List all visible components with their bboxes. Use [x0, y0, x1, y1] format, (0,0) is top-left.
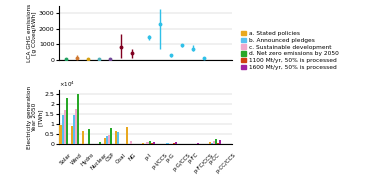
- Text: p-I: p-I: [144, 152, 153, 161]
- Bar: [213, 141, 215, 144]
- Bar: [149, 142, 151, 144]
- Bar: [166, 143, 169, 144]
- Legend: a. Stated policies, b. Announced pledges, c. Sustainable development, d. Net zer: a. Stated policies, b. Announced pledges…: [241, 30, 339, 71]
- Bar: [75, 109, 77, 144]
- Bar: [110, 128, 112, 144]
- Y-axis label: Electricity generation
Year 2050
[TWh]: Electricity generation Year 2050 [TWh]: [26, 85, 43, 149]
- Bar: [142, 143, 144, 144]
- Bar: [59, 125, 62, 144]
- Bar: [153, 142, 155, 144]
- Text: NG: NG: [127, 152, 137, 162]
- Text: p-FC: p-FC: [187, 152, 199, 164]
- Bar: [126, 127, 128, 144]
- Bar: [71, 126, 73, 144]
- Text: Hydro: Hydro: [80, 152, 95, 167]
- Y-axis label: LCA GHG emissions
[g CO₂eq/kWh]: LCA GHG emissions [g CO₂eq/kWh]: [26, 4, 37, 62]
- Text: Coal: Coal: [115, 152, 127, 164]
- Bar: [130, 141, 132, 144]
- Bar: [64, 110, 66, 144]
- Text: Nuclear: Nuclear: [90, 152, 108, 171]
- Text: p-FC/CCS: p-FC/CCS: [193, 152, 214, 174]
- Bar: [146, 142, 149, 144]
- Bar: [99, 142, 101, 144]
- Bar: [219, 140, 221, 144]
- Bar: [175, 142, 177, 144]
- Bar: [108, 135, 110, 144]
- Bar: [104, 138, 106, 144]
- Bar: [82, 131, 84, 144]
- Bar: [117, 132, 119, 144]
- Text: p-I/CCS: p-I/CCS: [151, 152, 169, 170]
- Text: p-G: p-G: [165, 152, 176, 163]
- Bar: [217, 143, 219, 144]
- Text: p-G/CCS: p-G/CCS: [172, 152, 192, 172]
- Text: Wind: Wind: [70, 152, 84, 166]
- Text: $\times10^4$: $\times10^4$: [59, 80, 75, 89]
- Bar: [209, 142, 211, 144]
- Text: CSP: CSP: [104, 152, 115, 163]
- Text: p-CC/CCS: p-CC/CCS: [215, 152, 237, 174]
- Bar: [215, 139, 217, 144]
- Bar: [88, 129, 90, 144]
- Bar: [66, 98, 68, 144]
- Bar: [62, 115, 64, 144]
- Bar: [211, 143, 213, 144]
- Bar: [73, 115, 75, 144]
- Bar: [106, 136, 108, 144]
- Bar: [115, 131, 117, 144]
- Text: Solar: Solar: [59, 152, 73, 166]
- Bar: [77, 94, 79, 144]
- Text: p-CC: p-CC: [208, 152, 221, 165]
